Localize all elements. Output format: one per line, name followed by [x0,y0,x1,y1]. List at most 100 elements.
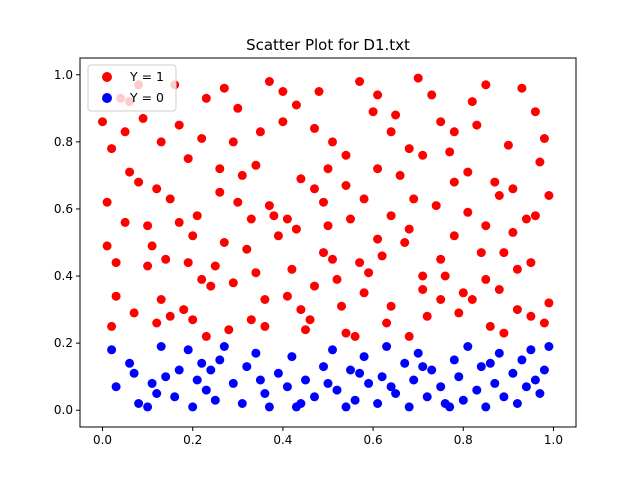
legend-marker-y1 [102,72,112,82]
scatter-point-y0-72 [291,402,301,412]
scatter-point-y0-50 [454,372,464,382]
scatter-point-y1-124 [463,167,473,177]
scatter-point-y1-56 [152,184,162,194]
scatter-point-y0-52 [463,342,473,351]
scatter-point-y0-33 [346,365,355,375]
scatter-point-y1-40 [445,147,455,157]
scatter-point-y0-77 [445,402,455,412]
scatter-point-y1-59 [179,305,189,315]
scatter-point-y1-18 [246,315,256,325]
scatter-point-y0-27 [301,375,310,385]
scatter-point-y1-65 [233,103,243,113]
scatter-point-y1-21 [273,231,283,241]
scatter-point-y1-67 [251,160,261,170]
scatter-point-y1-51 [544,298,554,308]
scatter-point-y0-15 [210,395,220,405]
scatter-point-y0-17 [228,378,238,388]
scatter-point-y1-142 [481,221,491,231]
scatter-point-y1-88 [440,271,450,281]
scatter-point-y1-128 [526,311,536,321]
scatter-point-y0-49 [449,355,459,365]
scatter-point-y1-72 [296,174,306,184]
scatter-point-y1-0 [102,197,112,207]
scatter-point-y0-29 [319,362,328,372]
y-tick-label-1: 0.2 [54,336,73,350]
scatter-point-y1-27 [328,137,337,147]
scatter-point-y1-114 [310,123,319,133]
scatter-point-y1-149 [373,234,383,244]
scatter-point-y1-132 [165,194,175,204]
scatter-point-y1-14 [210,261,220,271]
scatter-point-y1-86 [422,311,432,321]
scatter-point-y1-44 [481,274,491,284]
scatter-point-y0-54 [476,362,486,372]
scatter-point-y0-76 [418,362,428,372]
scatter-point-y1-46 [499,328,509,338]
scatter-point-y0-63 [526,345,536,355]
scatter-point-y1-133 [197,274,207,284]
scatter-point-y1-47 [508,227,518,237]
scatter-point-y1-111 [264,77,274,86]
scatter-point-y1-83 [395,170,405,180]
legend-label-y0: Y = 0 [129,90,164,105]
scatter-point-y1-66 [242,244,252,254]
y-tick-label-4: 0.8 [54,135,73,149]
scatter-point-y1-95 [503,140,513,150]
scatter-point-y0-69 [174,365,184,375]
scatter-point-y1-6 [143,221,153,231]
legend: Y = 1 Y = 0 [87,64,177,112]
y-tick-label-5: 1.0 [54,68,73,82]
scatter-point-y1-33 [382,318,392,328]
scatter-point-y0-36 [364,378,374,388]
scatter-point-y0-25 [287,352,297,362]
scatter-point-y0-68 [143,402,153,412]
scatter-point-y1-120 [404,331,414,341]
scatter-point-y0-55 [481,402,491,412]
scatter-point-y1-101 [111,291,121,301]
scatter-point-y1-87 [431,201,441,211]
scatter-point-y1-106 [188,315,198,325]
scatter-point-y1-139 [386,127,396,137]
scatter-point-y1-54 [129,308,139,318]
scatter-point-y0-30 [328,345,337,355]
y-tick-label-2: 0.4 [54,269,73,283]
scatter-point-y0-32 [341,402,351,412]
scatter-point-y1-82 [386,301,396,311]
scatter-point-y1-122 [436,295,446,304]
y-tick-label-3: 0.6 [54,202,73,216]
scatter-point-y0-78 [485,358,495,368]
scatter-point-y0-38 [377,372,387,382]
scatter-point-y1-130 [102,241,112,251]
scatter-point-y0-79 [530,375,540,385]
scatter-point-y1-69 [269,211,279,221]
scatter-point-y0-21 [260,389,270,398]
scatter-point-y1-115 [328,254,337,264]
scatter-point-y0-56 [490,378,500,388]
scatter-point-y1-144 [544,191,554,200]
scatter-point-y1-26 [319,248,328,258]
scatter-point-y1-41 [454,308,464,318]
scatter-point-y1-68 [260,295,270,304]
scatter-point-y1-138 [355,258,365,268]
x-tick-label-1: 0.2 [183,433,202,447]
scatter-point-y1-9 [165,311,175,321]
scatter-point-y1-143 [512,305,522,315]
scatter-point-y1-152 [152,318,162,328]
scatter-point-y1-17 [237,170,247,180]
legend-label-y1: Y = 1 [129,69,164,84]
scatter-point-y0-31 [332,385,342,395]
scatter-point-y1-136 [291,224,301,234]
scatter-point-y1-5 [134,177,144,187]
scatter-point-y1-158 [530,211,540,221]
scatter-point-y1-156 [404,144,414,154]
scatter-point-y0-7 [161,372,171,382]
scatter-point-y1-119 [386,211,396,221]
scatter-point-y0-12 [197,358,207,368]
scatter-point-y1-34 [391,110,401,120]
scatter-point-y0-39 [382,342,392,351]
scatter-point-y0-23 [273,368,283,378]
scatter-point-y1-23 [291,100,301,110]
scatter-point-y1-147 [246,214,256,224]
scatter-point-y1-39 [436,254,446,264]
